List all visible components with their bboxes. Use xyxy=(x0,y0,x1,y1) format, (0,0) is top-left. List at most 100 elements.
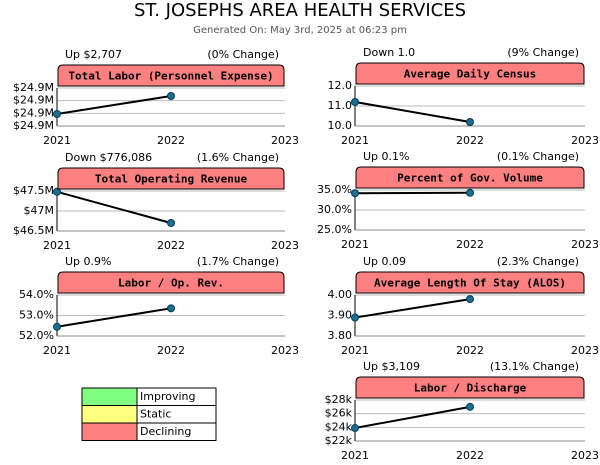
y-tick-label: $24.9M xyxy=(13,94,54,107)
trend-line xyxy=(354,405,471,430)
point xyxy=(466,118,474,126)
legend-swatch xyxy=(81,405,138,424)
chart-title: Labor / Op. Rev. xyxy=(118,277,224,290)
x-tick-label: 2021 xyxy=(341,134,369,147)
x-tick-label: 2021 xyxy=(43,239,71,252)
y-tick-label: $24k xyxy=(325,420,353,433)
y-tick-label: 54.0% xyxy=(19,288,54,301)
change-pct: (1.7% Change) xyxy=(197,255,279,268)
x-tick-label: 2021 xyxy=(341,344,369,357)
point xyxy=(466,402,474,411)
x-tick-label: 2023 xyxy=(271,344,299,357)
change-pct: (0.1% Change) xyxy=(497,150,579,163)
point xyxy=(167,219,175,227)
x-tick-label: 2021 xyxy=(341,238,369,251)
title-box xyxy=(355,376,585,399)
trend-line xyxy=(354,298,471,319)
legend-label: Declining xyxy=(140,425,191,438)
y-tick-label: 3.80 xyxy=(328,329,353,342)
y-tick-label: $24.9M xyxy=(13,119,54,132)
change-text: Up 0.09 xyxy=(363,255,406,268)
trend-line xyxy=(56,307,172,328)
change-text: Up 0.9% xyxy=(65,255,111,268)
point xyxy=(351,189,359,198)
x-tick-label: 2022 xyxy=(157,344,185,357)
x-tick-label: 2023 xyxy=(271,239,299,252)
change-pct: (1.6% Change) xyxy=(197,151,279,164)
y-tick-label: 35.0% xyxy=(317,183,352,196)
page-title: ST. JOSEPHS AREA HEALTH SERVICES xyxy=(134,0,466,21)
chart-title: Average Length Of Stay (ALOS) xyxy=(374,277,566,290)
change-text: Up $2,707 xyxy=(65,48,122,61)
x-tick-label: 2023 xyxy=(571,134,599,147)
trend-line xyxy=(56,95,172,115)
y-tick-label: 52.0% xyxy=(19,329,54,342)
change-pct: (2.3% Change) xyxy=(497,255,579,268)
x-tick-label: 2023 xyxy=(571,344,599,357)
change-text: Down 1.0 xyxy=(363,46,415,59)
y-tick-label: 11.0 xyxy=(328,99,353,112)
legend-swatch xyxy=(81,387,138,406)
y-tick-label: $47.5M xyxy=(13,184,54,197)
y-tick-label: 30.0% xyxy=(317,203,352,216)
legend-label: Static xyxy=(140,408,171,421)
title-box xyxy=(57,167,285,190)
point xyxy=(351,98,359,106)
change-pct: (0% Change) xyxy=(207,48,279,61)
point xyxy=(53,110,61,118)
change-text: Up $3,109 xyxy=(363,360,420,373)
title-box xyxy=(355,62,585,85)
x-tick-label: 2022 xyxy=(456,238,484,251)
title-box xyxy=(57,271,285,294)
title-box xyxy=(57,64,285,87)
point xyxy=(351,313,359,322)
chart-title: Average Daily Census xyxy=(404,68,536,81)
x-tick-label: 2022 xyxy=(456,449,484,462)
x-tick-label: 2022 xyxy=(456,344,484,357)
y-tick-label: $26k xyxy=(325,407,353,420)
x-tick-label: 2022 xyxy=(456,134,484,147)
x-tick-label: 2023 xyxy=(571,238,599,251)
change-pct: (9% Change) xyxy=(507,46,579,59)
point xyxy=(53,322,61,331)
y-tick-label: 3.90 xyxy=(328,309,353,322)
x-tick-label: 2022 xyxy=(157,239,185,252)
trend-line xyxy=(56,190,172,224)
y-tick-label: 25.0% xyxy=(317,223,352,236)
x-tick-label: 2023 xyxy=(571,449,599,462)
y-tick-label: 4.00 xyxy=(328,288,353,301)
y-tick-label: $24.9M xyxy=(13,106,54,119)
point xyxy=(167,304,175,313)
chart-title: Labor / Discharge xyxy=(414,382,527,395)
chart-title: Percent of Gov. Volume xyxy=(397,172,543,185)
change-text: Down $776,086 xyxy=(65,151,152,164)
x-tick-label: 2022 xyxy=(157,134,185,147)
x-tick-label: 2021 xyxy=(43,344,71,357)
x-tick-label: 2021 xyxy=(43,134,71,147)
y-tick-label: $22k xyxy=(325,434,353,447)
point xyxy=(466,295,474,304)
point xyxy=(351,424,359,433)
chart-title: Total Operating Revenue xyxy=(95,173,248,186)
point xyxy=(53,187,61,196)
legend-label: Improving xyxy=(140,390,195,403)
legend-swatch xyxy=(81,422,138,441)
title-box xyxy=(355,166,585,189)
y-tick-label: $47M xyxy=(24,204,55,217)
y-tick-label: 10.0 xyxy=(328,119,353,132)
change-pct: (13.1% Change) xyxy=(490,360,579,373)
y-tick-label: $24.9M xyxy=(13,81,54,94)
point xyxy=(167,92,175,100)
title-box xyxy=(355,271,585,294)
x-tick-label: 2021 xyxy=(341,449,369,462)
point xyxy=(466,188,474,197)
x-tick-label: 2023 xyxy=(271,134,299,147)
page-subtitle: Generated On: May 3rd, 2025 at 06:23 pm xyxy=(193,25,407,36)
y-tick-label: 12.0 xyxy=(328,79,353,92)
y-tick-label: $46.5M xyxy=(13,224,54,237)
change-text: Up 0.1% xyxy=(363,150,409,163)
trend-line xyxy=(354,101,471,123)
y-tick-label: 53.0% xyxy=(19,309,54,322)
y-tick-label: $28k xyxy=(325,393,353,406)
